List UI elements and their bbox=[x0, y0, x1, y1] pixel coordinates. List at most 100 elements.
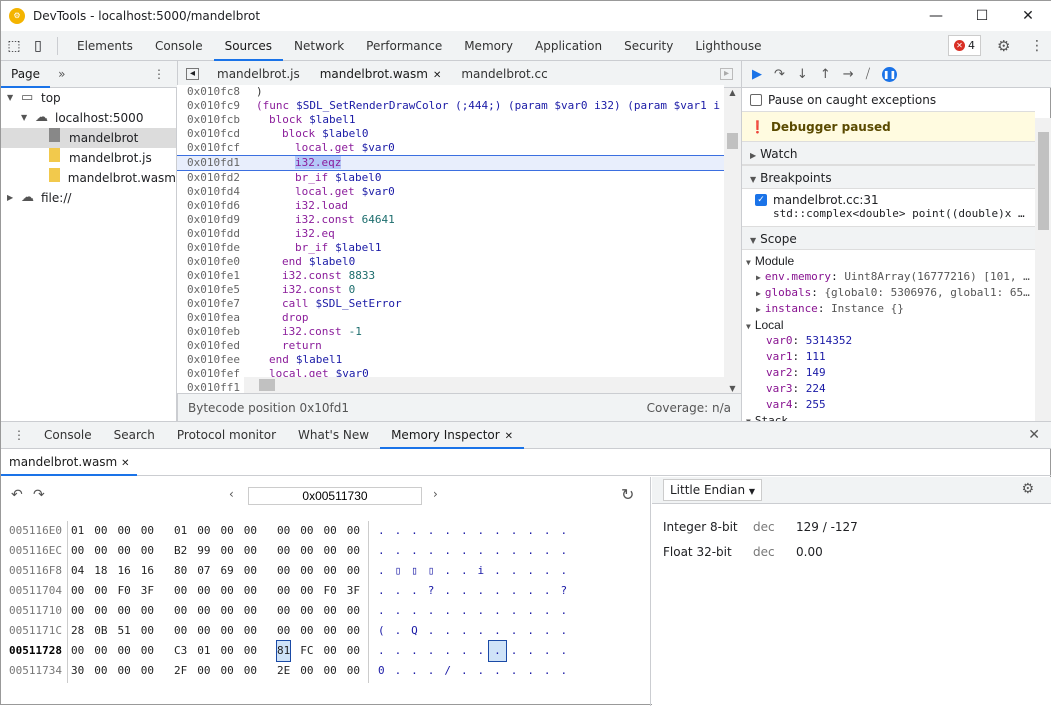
line-address[interactable]: 0x010fee bbox=[187, 353, 240, 366]
drawer-tab[interactable]: Search bbox=[113, 427, 155, 442]
ascii-char[interactable]: . bbox=[560, 564, 568, 577]
memory-byte[interactable]: 00 bbox=[346, 604, 360, 617]
breakpoint-checkbox[interactable]: ✓ bbox=[755, 194, 767, 206]
memory-byte[interactable]: 00 bbox=[243, 644, 257, 657]
ascii-char[interactable]: . bbox=[510, 604, 518, 617]
ascii-char[interactable]: . bbox=[394, 544, 402, 557]
ascii-char[interactable]: . bbox=[477, 544, 485, 557]
ascii-char[interactable]: . bbox=[527, 564, 534, 577]
code-line[interactable]: 0x010ff1 bbox=[177, 381, 724, 393]
line-address[interactable]: 0x010ff1 bbox=[187, 381, 240, 393]
memory-byte[interactable]: FC bbox=[300, 644, 314, 657]
code-line[interactable]: 0x010feb i32.const -1 bbox=[177, 325, 724, 339]
ascii-char[interactable]: . bbox=[543, 584, 551, 597]
endianness-select[interactable]: Little Endian ▼ bbox=[663, 479, 763, 501]
memory-byte[interactable]: 00 bbox=[117, 644, 131, 657]
ascii-char[interactable]: ▯ bbox=[411, 564, 418, 577]
memory-byte[interactable]: 00 bbox=[220, 664, 234, 677]
memory-byte[interactable]: 00 bbox=[300, 584, 314, 597]
memory-byte[interactable]: 00 bbox=[197, 524, 211, 537]
code-line[interactable]: 0x010fd1 i32.eqz bbox=[177, 155, 724, 171]
memory-byte[interactable]: 00 bbox=[277, 584, 291, 597]
memory-byte[interactable]: 00 bbox=[197, 664, 211, 677]
ascii-char[interactable]: . bbox=[510, 584, 518, 597]
ascii-char[interactable]: . bbox=[510, 524, 518, 537]
ascii-char[interactable]: . bbox=[460, 564, 468, 577]
code-line[interactable]: 0x010fe7 call $SDL_SetError bbox=[177, 297, 724, 311]
more-options-icon[interactable]: ⋮ bbox=[1030, 37, 1044, 54]
ascii-char[interactable]: . bbox=[411, 544, 418, 557]
line-address[interactable]: 0x010fde bbox=[187, 241, 240, 254]
step-icon[interactable]: → bbox=[842, 66, 854, 82]
memory-byte[interactable]: 0B bbox=[94, 624, 108, 637]
line-address[interactable]: 0x010fe5 bbox=[187, 283, 240, 296]
memory-byte[interactable]: 00 bbox=[243, 604, 257, 617]
expand-arrow-icon[interactable]: ▶ bbox=[7, 193, 14, 202]
code-line[interactable]: 0x010fdd i32.eq bbox=[177, 227, 724, 241]
ascii-char[interactable]: . bbox=[460, 584, 468, 597]
ascii-char[interactable]: . bbox=[444, 564, 451, 577]
tree-item[interactable]: mandelbrot bbox=[1, 127, 176, 148]
drawer-menu-icon[interactable]: ⋮ bbox=[13, 428, 25, 442]
line-address[interactable]: 0x010fcd bbox=[187, 127, 240, 140]
breakpoint-item[interactable]: ✓ mandelbrot.cc:31 std::complex<double> p… bbox=[742, 189, 1035, 226]
memory-byte[interactable]: 00 bbox=[243, 664, 257, 677]
memory-byte[interactable]: 00 bbox=[243, 524, 257, 537]
ascii-char[interactable]: / bbox=[444, 664, 451, 677]
memory-byte[interactable]: 00 bbox=[323, 624, 337, 637]
memory-byte[interactable]: 00 bbox=[323, 604, 337, 617]
memory-byte[interactable]: 00 bbox=[140, 604, 154, 617]
tree-item[interactable]: ▶ ☁ file:// bbox=[1, 188, 176, 208]
memory-byte[interactable]: 00 bbox=[220, 624, 234, 637]
ascii-char[interactable]: . bbox=[427, 524, 435, 537]
memory-byte[interactable]: 00 bbox=[94, 524, 108, 537]
tab-memory[interactable]: Memory bbox=[464, 38, 514, 53]
toggle-debugger-icon[interactable]: ▸ bbox=[720, 68, 733, 80]
line-address[interactable]: 0x010feb bbox=[187, 325, 240, 338]
memory-byte[interactable]: 00 bbox=[277, 524, 291, 537]
memory-byte[interactable]: 00 bbox=[277, 604, 291, 617]
memory-byte[interactable]: 00 bbox=[71, 544, 85, 557]
local-variable[interactable]: var0: 5314352 bbox=[766, 334, 853, 347]
ascii-char[interactable]: . bbox=[377, 544, 385, 557]
memory-byte[interactable]: 00 bbox=[346, 524, 360, 537]
memory-byte[interactable]: 00 bbox=[300, 544, 314, 557]
scope-property[interactable]: ▶ globals: {global0: 5306976, global1: 65… bbox=[756, 286, 1030, 299]
memory-byte[interactable]: 00 bbox=[277, 564, 291, 577]
code-line[interactable]: 0x010fd6 i32.load bbox=[177, 199, 724, 213]
editor-tab[interactable]: mandelbrot.cc bbox=[461, 66, 548, 81]
ascii-char[interactable]: . bbox=[560, 644, 568, 657]
ascii-char[interactable]: . bbox=[477, 664, 485, 677]
close-tab-icon[interactable]: ✕ bbox=[121, 458, 130, 469]
ascii-char[interactable]: . bbox=[460, 664, 468, 677]
editor-vertical-scrollbar[interactable]: ▲ ▼ bbox=[724, 88, 741, 393]
memory-byte[interactable]: 07 bbox=[197, 564, 211, 577]
memory-byte[interactable]: 00 bbox=[220, 544, 234, 557]
scope-property[interactable]: ▶ instance: Instance {} bbox=[756, 302, 904, 315]
memory-byte[interactable]: 00 bbox=[323, 564, 337, 577]
ascii-char[interactable]: . bbox=[510, 544, 518, 557]
tree-item[interactable]: ▼ ☁ localhost:5000 bbox=[1, 108, 176, 128]
code-line[interactable]: 0x010fde br_if $label1 bbox=[177, 241, 724, 255]
memory-byte[interactable]: 69 bbox=[220, 564, 234, 577]
pause-on-caught-exceptions[interactable]: Pause on caught exceptions bbox=[742, 88, 1051, 111]
memory-byte[interactable]: 00 bbox=[117, 544, 131, 557]
close-tab-icon[interactable]: ✕ bbox=[504, 430, 514, 442]
memory-byte[interactable]: 00 bbox=[220, 604, 234, 617]
ascii-char[interactable]: . bbox=[411, 604, 418, 617]
ascii-char[interactable]: . bbox=[411, 644, 418, 657]
previous-page-icon[interactable]: ‹ bbox=[229, 487, 234, 501]
memory-byte[interactable]: 00 bbox=[71, 644, 85, 657]
ascii-char[interactable]: . bbox=[394, 604, 402, 617]
settings-gear-icon[interactable]: ⚙ bbox=[997, 36, 1011, 55]
memory-byte[interactable]: 00 bbox=[117, 524, 131, 537]
memory-byte[interactable]: 16 bbox=[140, 564, 154, 577]
ascii-char[interactable]: . bbox=[494, 564, 501, 577]
ascii-char[interactable]: . bbox=[394, 664, 402, 677]
ascii-char[interactable]: . bbox=[543, 524, 551, 537]
ascii-char[interactable]: . bbox=[560, 624, 568, 637]
memory-byte[interactable]: 00 bbox=[140, 524, 154, 537]
tab-application[interactable]: Application bbox=[535, 38, 603, 53]
expand-arrow-icon[interactable]: ▼ bbox=[21, 113, 28, 122]
memory-byte[interactable]: 00 bbox=[197, 624, 211, 637]
